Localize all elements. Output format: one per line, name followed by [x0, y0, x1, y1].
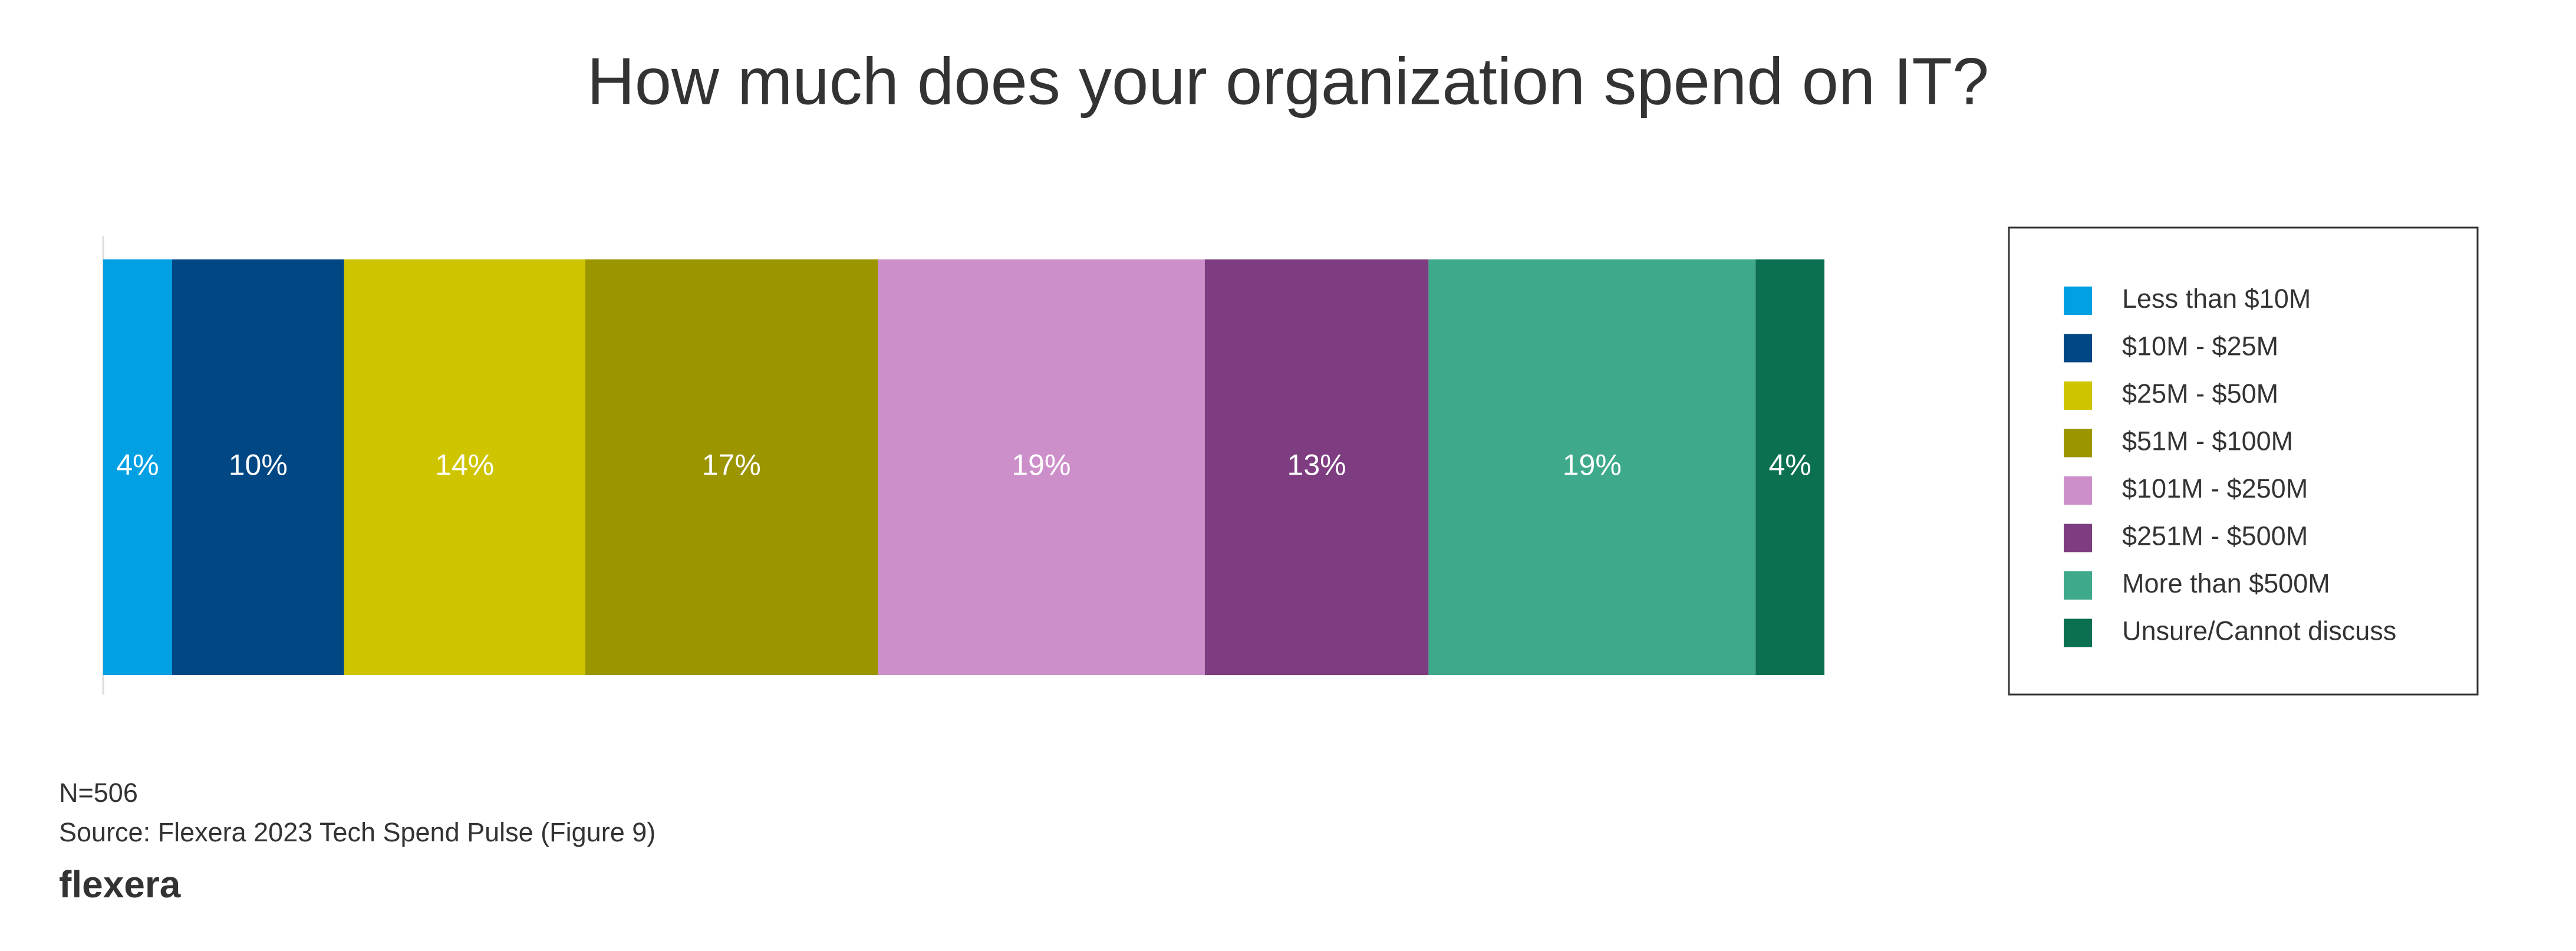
legend-label: $25M - $50M: [2122, 379, 2278, 409]
bar-segment: [1204, 259, 1429, 675]
legend-label: More than $500M: [2122, 568, 2330, 598]
data-label: 19%: [1563, 449, 1622, 482]
data-label: 4%: [116, 449, 159, 482]
data-label: 19%: [1012, 449, 1070, 482]
legend-swatch: [2064, 571, 2092, 600]
bar-segment: [344, 259, 585, 675]
chart-title: How much does your organization spend on…: [587, 45, 1989, 119]
data-label: 13%: [1287, 449, 1346, 482]
bar-segment: [585, 259, 878, 675]
data-label: 4%: [1768, 449, 1811, 482]
logo: flexera: [59, 863, 181, 906]
legend-swatch: [2064, 381, 2092, 410]
data-label: 10%: [229, 449, 288, 482]
bar-segment: [878, 259, 1205, 675]
legend-box: [2008, 226, 2479, 696]
bar-segment: [103, 259, 172, 675]
bar-segment: [172, 259, 344, 675]
legend-label: $51M - $100M: [2122, 426, 2293, 456]
legend-swatch: [2064, 476, 2092, 505]
legend-swatch: [2064, 429, 2092, 458]
source: Source: Flexera 2023 Tech Spend Pulse (F…: [59, 817, 655, 847]
legend-swatch: [2064, 287, 2092, 315]
legend-swatch: [2064, 524, 2092, 552]
bar-segment: [1428, 259, 1756, 675]
legend-swatch: [2064, 334, 2092, 363]
legend-swatch: [2064, 618, 2092, 647]
data-label: 14%: [435, 449, 494, 482]
legend-label: $101M - $250M: [2122, 473, 2308, 504]
legend-label: Less than $10M: [2122, 284, 2311, 314]
legend-label: $251M - $500M: [2122, 521, 2308, 551]
bar-segment: [1755, 259, 1824, 675]
legend-label: $10M - $25M: [2122, 331, 2278, 361]
data-label: 17%: [702, 449, 761, 482]
legend-label: Unsure/Cannot discuss: [2122, 616, 2396, 646]
note: N=506: [59, 778, 138, 808]
